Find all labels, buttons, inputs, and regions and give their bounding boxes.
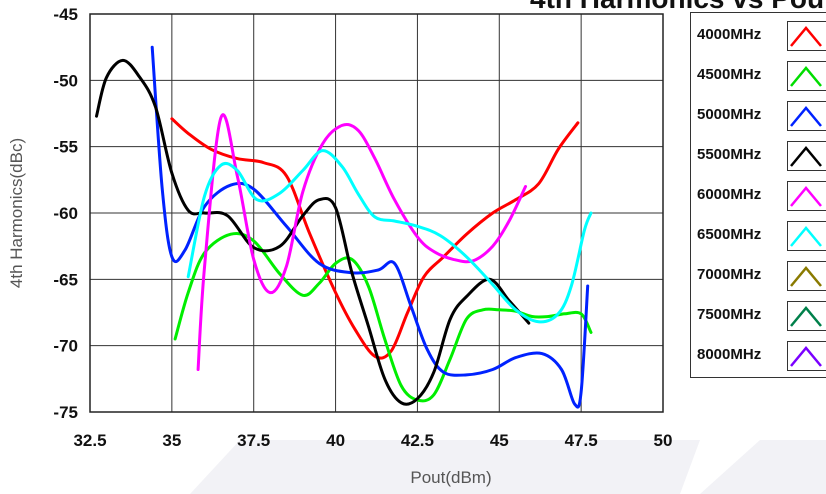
x-tick-label: 42.5 bbox=[401, 431, 434, 450]
legend-swatch-icon bbox=[787, 21, 826, 51]
legend-label: 8000MHz bbox=[697, 346, 762, 363]
legend-item: 4000MHz bbox=[691, 15, 826, 55]
legend-label: 7000MHz bbox=[697, 266, 762, 283]
legend-item: 5000MHz bbox=[691, 95, 826, 135]
legend-item: 6000MHz bbox=[691, 175, 826, 215]
x-tick-label: 40 bbox=[326, 431, 345, 450]
chart-title: 4th Harmonics vs Pout bbox=[530, 0, 826, 14]
x-tick-label: 35 bbox=[162, 431, 181, 450]
legend-swatch-icon bbox=[787, 181, 826, 211]
legend-item: 5500MHz bbox=[691, 135, 826, 175]
x-tick-label: 50 bbox=[654, 431, 673, 450]
x-tick-label: 45 bbox=[490, 431, 509, 450]
legend-item: 7500MHz bbox=[691, 295, 826, 335]
y-tick-label: -65 bbox=[53, 270, 78, 289]
legend-swatch-icon bbox=[787, 301, 826, 331]
y-tick-label: -55 bbox=[53, 138, 78, 157]
legend-swatch-icon bbox=[787, 61, 826, 91]
legend-swatch-icon bbox=[787, 141, 826, 171]
x-tick-label: 47.5 bbox=[565, 431, 598, 450]
y-tick-label: -50 bbox=[53, 71, 78, 90]
legend-item: 4500MHz bbox=[691, 55, 826, 95]
y-tick-label: -75 bbox=[53, 403, 78, 422]
x-axis-title: Pout(dBm) bbox=[410, 468, 491, 487]
legend-swatch-icon bbox=[787, 221, 826, 251]
series-line-4000MHz bbox=[170, 117, 580, 360]
legend-label: 6000MHz bbox=[697, 186, 762, 203]
series-line-5000MHz bbox=[150, 45, 590, 409]
legend-label: 4000MHz bbox=[697, 26, 762, 43]
x-tick-label: 32.5 bbox=[73, 431, 106, 450]
legend-swatch-icon bbox=[787, 101, 826, 131]
plot-frame bbox=[89, 13, 664, 413]
y-tick-label: -45 bbox=[53, 5, 78, 24]
legend-swatch-icon bbox=[787, 341, 826, 371]
legend-label: 4500MHz bbox=[697, 66, 762, 83]
y-tick-label: -60 bbox=[53, 204, 78, 223]
series-line-6000MHz bbox=[196, 113, 527, 371]
x-tick-label: 37.5 bbox=[237, 431, 270, 450]
y-axis-ticks: -45 -50 -55 -60 -65 -70 -75 bbox=[53, 5, 78, 422]
legend-label: 6500MHz bbox=[697, 226, 762, 243]
legend-label: 5000MHz bbox=[697, 106, 762, 123]
x-axis-ticks: 32.5 35 37.5 40 42.5 45 47.5 50 bbox=[73, 431, 672, 450]
legend-item: 6500MHz bbox=[691, 215, 826, 255]
legend-item: 8000MHz bbox=[691, 335, 826, 375]
legend-item: 7000MHz bbox=[691, 255, 826, 295]
series-lines bbox=[95, 45, 593, 409]
y-axis-title: 4th Harmonics(dBc) bbox=[7, 138, 26, 288]
series-line-5500MHz bbox=[95, 58, 531, 406]
legend-label: 5500MHz bbox=[697, 146, 762, 163]
legend-swatch-icon bbox=[787, 261, 826, 291]
y-tick-label: -70 bbox=[53, 337, 78, 356]
series-line-4500MHz bbox=[173, 231, 593, 403]
grid bbox=[90, 14, 663, 412]
legend: 4000MHz 4500MHz 5000MHz 5500MHz 6000MHz 6500M… bbox=[690, 12, 826, 378]
legend-label: 7500MHz bbox=[697, 306, 762, 323]
series-line-6500MHz bbox=[186, 149, 593, 324]
